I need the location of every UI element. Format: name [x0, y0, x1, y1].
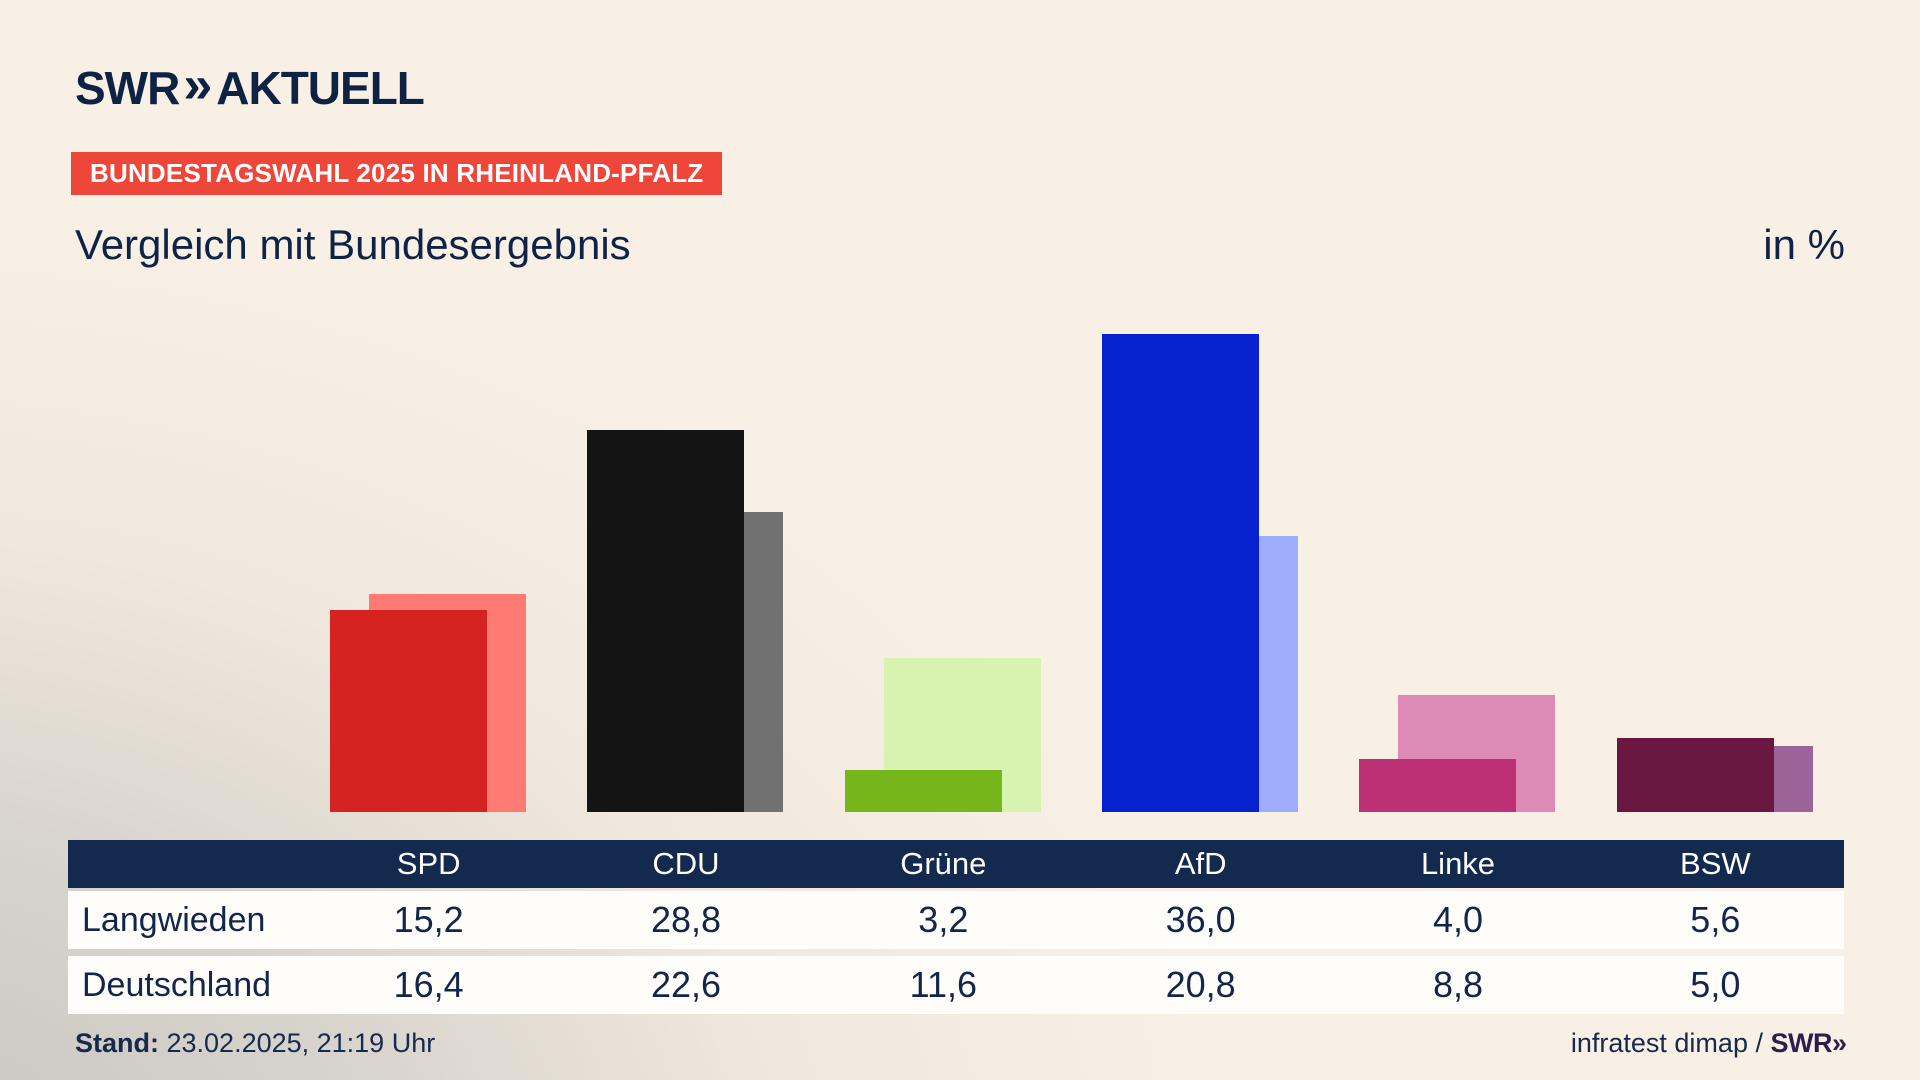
bar-bsw-langwieden — [1617, 738, 1774, 812]
column-header-bsw: BSW — [1680, 846, 1751, 881]
table-row-deutschland: Deutschland 16,4 22,6 11,6 20,8 8,8 5,0 — [68, 956, 1844, 1014]
value-deutschland-spd: 16,4 — [393, 964, 464, 1005]
unit-label: in % — [1763, 221, 1845, 268]
logo-product-text: AKTUELL — [216, 62, 425, 114]
bar-cdu-langwieden — [587, 430, 744, 812]
page-title: Vergleich mit Bundesergebnis — [75, 221, 631, 268]
value-deutschland-gruene: 11,6 — [909, 964, 978, 1005]
value-langwieden-afd: 36,0 — [1165, 899, 1236, 940]
results-table: SPD CDU Grüne AfD Linke BSW Langwieden 1… — [68, 840, 1844, 1014]
bar-linke-langwieden — [1359, 759, 1516, 812]
column-header-spd: SPD — [396, 846, 461, 881]
table-header-row: SPD CDU Grüne AfD Linke BSW — [68, 840, 1844, 888]
value-deutschland-cdu: 22,6 — [650, 964, 722, 1005]
value-deutschland-linke: 8,8 — [1432, 964, 1484, 1005]
double-chevron-icon: » — [183, 56, 212, 114]
bar-spd-langwieden — [330, 610, 487, 812]
swr-aktuell-logo: SWR» AKTUELL — [75, 56, 425, 114]
value-langwieden-gruene: 3,2 — [918, 899, 969, 940]
value-deutschland-afd: 20,8 — [1165, 964, 1236, 1005]
row-label-deutschland: Deutschland — [82, 966, 272, 1004]
source-text: infratest dimap / — [1570, 1028, 1771, 1058]
bar-grne-langwieden — [845, 770, 1002, 812]
double-chevron-icon: » — [1831, 1028, 1847, 1058]
value-langwieden-spd: 15,2 — [393, 899, 464, 940]
stand-label: Stand: — [75, 1028, 159, 1058]
column-header-linke: Linke — [1420, 846, 1496, 881]
value-langwieden-linke: 4,0 — [1432, 899, 1484, 940]
table-row-langwieden: Langwieden 15,2 28,8 3,2 36,0 4,0 5,6 — [68, 891, 1844, 949]
table-header-spacer — [68, 840, 300, 888]
value-deutschland-bsw: 5,0 — [1690, 964, 1741, 1005]
source-brand-logo: SWR» — [1770, 1028, 1847, 1058]
logo-brand-text: SWR — [75, 62, 180, 114]
title-row: Vergleich mit Bundesergebnis in % — [75, 220, 1845, 270]
column-header-gruene: Grüne — [900, 846, 987, 881]
value-langwieden-bsw: 5,6 — [1690, 899, 1741, 940]
stand-value: 23.02.2025, 21:19 Uhr — [159, 1028, 436, 1058]
column-header-cdu: CDU — [652, 846, 720, 881]
footer: Stand: 23.02.2025, 21:19 Uhr infratest d… — [75, 1026, 1847, 1060]
bar-afd-langwieden — [1102, 334, 1259, 812]
source-credit: infratest dimap / SWR» — [1570, 1026, 1847, 1060]
election-badge: BUNDESTAGSWAHL 2025 IN RHEINLAND-PFALZ — [71, 152, 723, 195]
stand-timestamp: Stand: 23.02.2025, 21:19 Uhr — [75, 1026, 435, 1060]
value-langwieden-cdu: 28,8 — [650, 899, 722, 940]
column-header-afd: AfD — [1174, 846, 1227, 881]
row-label-langwieden: Langwieden — [82, 901, 266, 939]
